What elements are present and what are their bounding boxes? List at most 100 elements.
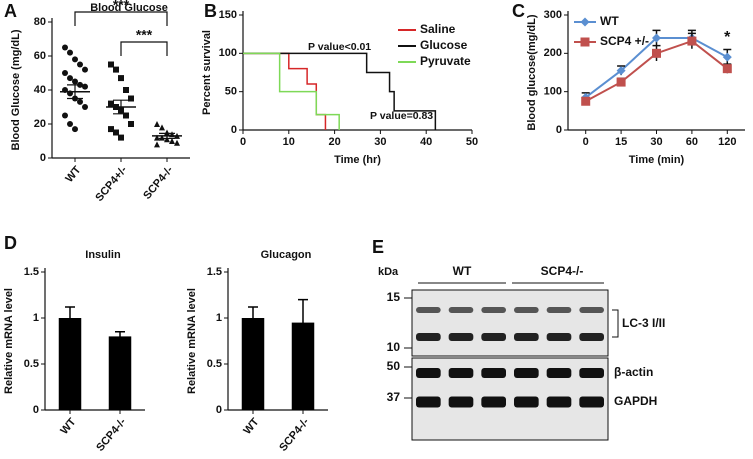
blot-band <box>416 333 441 341</box>
legend-label: WT <box>600 14 619 28</box>
error-bar <box>298 298 308 346</box>
blot-frame <box>411 357 609 441</box>
blot-band <box>481 307 506 313</box>
marker <box>123 112 129 119</box>
marker <box>118 75 124 82</box>
x-tick-label: 40 <box>420 136 432 148</box>
y-tick-label: 1 <box>33 312 39 324</box>
marker <box>128 95 134 102</box>
y-tick-label: 0 <box>556 124 562 136</box>
marker <box>72 78 78 85</box>
x-tick-label: WT <box>63 164 83 185</box>
marker <box>118 134 124 141</box>
marker <box>77 61 83 68</box>
marker <box>62 44 68 51</box>
marker <box>77 98 83 105</box>
legend-label: Pyruvate <box>420 54 471 68</box>
chart-title: Insulin <box>85 249 121 261</box>
marker <box>580 37 590 47</box>
marker <box>169 138 175 144</box>
x-axis-label: Time (min) <box>629 154 685 166</box>
blot-band <box>448 396 474 408</box>
x-tick-label: 120 <box>718 136 736 148</box>
y-tick-label: 300 <box>544 9 562 21</box>
blot-frame <box>411 289 609 357</box>
marker <box>82 66 88 73</box>
panel-label: B <box>204 1 217 21</box>
marker <box>108 100 114 107</box>
significance-label: *** <box>113 0 130 13</box>
y-tick-label: 1.5 <box>24 266 39 278</box>
error-bar <box>159 132 175 140</box>
x-tick-label: 0 <box>583 136 589 148</box>
marker <box>72 126 78 133</box>
band-bracket <box>612 309 619 338</box>
x-tick-label: 0 <box>240 136 246 148</box>
y-axis-label: Blood glucose(mg/dL) <box>526 14 538 130</box>
marker <box>154 141 160 148</box>
band-label: LC-3 I/II <box>622 316 665 330</box>
unit-label: kDa <box>378 266 399 278</box>
marker <box>123 87 129 93</box>
y-tick-label: 1 <box>216 312 222 324</box>
marker <box>154 134 160 141</box>
x-tick-label: 30 <box>650 136 662 148</box>
marker <box>62 112 68 119</box>
marker <box>580 17 590 27</box>
chart-title: Glucagon <box>261 249 312 261</box>
x-tick-label: 15 <box>615 136 627 148</box>
marker <box>82 83 88 90</box>
y-tick-label: 40 <box>34 84 46 96</box>
marker <box>159 134 165 141</box>
x-tick-label: 30 <box>374 136 386 148</box>
annotation: P value=0.83 <box>370 110 433 122</box>
blot-band <box>514 307 539 313</box>
y-tick-label: 100 <box>544 86 562 98</box>
y-tick-label: 0.5 <box>207 358 222 370</box>
marker <box>67 75 73 82</box>
legend-label: SCP4 +/- <box>600 34 649 48</box>
marker <box>159 124 165 131</box>
x-axis-label: Time (hr) <box>334 154 381 166</box>
x-tick-label: WT <box>241 416 261 437</box>
blot-band <box>481 333 506 341</box>
mw-label: 15 <box>387 290 401 304</box>
marker <box>72 56 78 63</box>
significance-bracket <box>120 41 168 56</box>
legend-label: Saline <box>420 22 456 36</box>
y-tick-label: 0 <box>33 404 39 416</box>
y-tick-label: 100 <box>219 47 237 59</box>
blot-band <box>481 368 506 378</box>
marker <box>687 36 697 46</box>
marker <box>108 61 114 68</box>
marker <box>616 66 626 76</box>
y-axis-label: Relative mRNA level <box>3 288 15 394</box>
x-tick-label: SCP4-/- <box>277 416 312 454</box>
x-tick-label: 60 <box>686 136 698 148</box>
y-tick-label: 200 <box>544 47 562 59</box>
blot-band <box>579 333 604 341</box>
legend-label: Glucose <box>420 38 468 52</box>
marker <box>67 49 73 56</box>
panel-label: D <box>4 233 17 253</box>
error-bar <box>67 84 83 100</box>
error-bar <box>248 306 258 330</box>
mw-label: 37 <box>387 390 401 404</box>
x-tick-label: WT <box>58 416 78 437</box>
blot-band <box>448 307 474 313</box>
y-tick-label: 1.5 <box>207 266 222 278</box>
marker <box>164 136 170 143</box>
blot-band <box>481 396 506 408</box>
blot-band <box>416 368 441 378</box>
marker <box>581 96 591 106</box>
chart-title: Blood Glucose <box>90 2 168 14</box>
marker <box>652 48 661 58</box>
y-tick-label: 0 <box>231 124 237 136</box>
blot-band <box>546 307 572 313</box>
marker <box>82 104 88 110</box>
marker <box>62 70 68 76</box>
y-axis-label: Percent survival <box>201 30 213 115</box>
x-tick-label: 20 <box>328 136 340 148</box>
y-tick-label: 0.5 <box>24 358 39 370</box>
